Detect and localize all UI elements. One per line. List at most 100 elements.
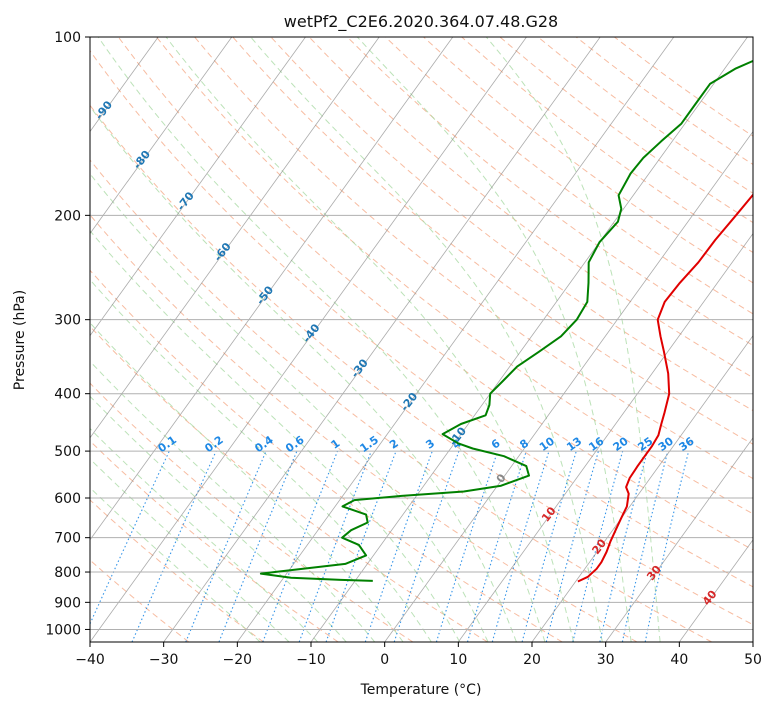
x-tick-label: 10	[449, 652, 467, 668]
y-tick-label: 600	[54, 491, 81, 507]
y-tick-label: 800	[54, 565, 81, 581]
temperature-line	[577, 193, 753, 583]
dry-adiabat-line	[90, 325, 488, 642]
dry-adiabat-line	[90, 499, 264, 642]
y-axis-label: Pressure (hPa)	[12, 290, 28, 390]
isotherm-line	[0, 37, 11, 642]
mixing-ratio-line	[599, 450, 648, 642]
isotherm-line	[236, 37, 675, 642]
dewpoint-line	[259, 59, 753, 582]
moist-adiabat-line	[90, 229, 461, 642]
moist-adiabat-line	[165, 37, 575, 642]
dry-adiabat-line	[537, 37, 753, 194]
x-tick-label: 40	[670, 652, 688, 668]
pressure-gridlines	[90, 37, 753, 630]
moist-adiabat-line	[485, 37, 661, 642]
moist-adiabat-line	[90, 487, 261, 642]
moist-adiabat-line	[356, 37, 632, 642]
mixing-ratio-line	[435, 450, 499, 642]
mixing-ratio-line	[545, 450, 599, 642]
y-tick-label: 500	[54, 444, 81, 460]
moist-adiabat-line	[90, 427, 319, 642]
moist-adiabat-line	[250, 37, 603, 642]
y-tick-label: 100	[54, 30, 81, 46]
mixing-ratio-line	[185, 450, 267, 642]
dry-adiabats	[90, 37, 753, 642]
axes: −40 −30 −20 −10 0 10 20 30 40 5010020030040050060…	[45, 30, 762, 668]
dry-adiabat-line	[156, 37, 753, 515]
moist-adiabat-line	[90, 322, 404, 642]
mixing-ratio-label: 6	[489, 437, 503, 452]
mixing-ratio-line	[218, 450, 298, 642]
moist-adiabats	[90, 37, 661, 642]
plot-area: 0.1 0.2 0.4 0.6 1 1.5 2 3 4 6 8 10 13 16 20 25 30 36-100-…	[0, 37, 753, 642]
dry-adiabat-line	[90, 104, 753, 626]
mixing-ratio-line	[364, 450, 433, 642]
isotherm-line	[457, 232, 753, 642]
y-tick-label: 200	[54, 208, 81, 224]
mixing-ratio-label: 3	[423, 437, 437, 452]
y-tick-label: 900	[54, 595, 81, 611]
isotherm-line	[90, 37, 527, 642]
mixing-ratio-label: 0.2	[202, 433, 225, 455]
x-tick-label: 0	[380, 652, 389, 668]
moist-adiabat-line	[90, 173, 489, 642]
moist-adiabat-line	[90, 458, 290, 642]
x-tick-label: −40	[75, 652, 105, 668]
mixing-ratio-label: 0.6	[283, 433, 307, 455]
isotherm-line	[90, 37, 306, 337]
mixing-ratio-label: 0.4	[252, 433, 276, 455]
x-tick-label: −10	[296, 652, 326, 668]
y-tick-label: 300	[54, 313, 81, 329]
mixing-ratio-line	[131, 450, 217, 642]
dry-adiabat-line	[90, 269, 563, 642]
chart-title: wetPf2_C2E6.2020.364.07.48.G28	[284, 12, 558, 32]
mixing-ratio-line	[90, 450, 170, 626]
mixing-ratio-line	[298, 450, 372, 642]
dry-adiabat-line	[270, 37, 753, 412]
mixing-ratio-label: 0.1	[156, 433, 179, 455]
isotherms	[0, 37, 753, 642]
mixing-ratio-line	[393, 450, 460, 642]
isotherm-line	[310, 37, 748, 642]
x-tick-label: −20	[223, 652, 253, 668]
x-axis-label: Temperature (°C)	[360, 682, 482, 698]
y-tick-label: 1000	[45, 622, 81, 638]
moist-adiabat-line	[90, 105, 517, 642]
sounding-series	[259, 59, 753, 583]
mixing-ratio-line	[466, 450, 527, 642]
mixing-ratio-label: 1.5	[358, 433, 381, 455]
moist-adiabat-line	[90, 360, 376, 642]
dry-adiabat-line	[194, 37, 753, 480]
y-tick-label: 700	[54, 531, 81, 547]
dry-adiabat-line	[499, 37, 753, 224]
mixing-ratio-line	[325, 450, 397, 642]
y-tick-label: 400	[54, 387, 81, 403]
isotherm-line	[90, 37, 233, 235]
plot-frame	[89, 36, 754, 643]
isotherm-line	[531, 335, 753, 642]
x-tick-label: 30	[597, 652, 615, 668]
dry-adiabat-line	[423, 37, 753, 284]
isotherm-line	[384, 130, 753, 642]
isotherm-line	[90, 37, 380, 439]
dry-adiabat-line	[232, 37, 753, 445]
mixing-ratio-line	[621, 450, 669, 642]
mixing-ratio-line	[644, 450, 690, 642]
dry-adiabat-line	[308, 37, 753, 379]
mixing-ratio-line	[572, 450, 624, 642]
dry-adiabat-line	[90, 49, 753, 588]
dry-adiabat-line	[90, 440, 339, 642]
dry-adiabat-line	[346, 37, 753, 347]
moist-adiabat-line	[90, 279, 432, 642]
isotherm-line	[752, 641, 753, 642]
isotherm-line	[605, 437, 753, 642]
isotherm-label: -50	[254, 283, 277, 307]
isotherm-label: -80	[131, 148, 154, 172]
mixing-ratio-line	[521, 450, 577, 642]
mixing-ratio-label: 2	[387, 437, 401, 452]
moist-adiabat-line	[97, 37, 546, 642]
x-tick-label: 20	[523, 652, 541, 668]
x-tick-label: −30	[149, 652, 179, 668]
